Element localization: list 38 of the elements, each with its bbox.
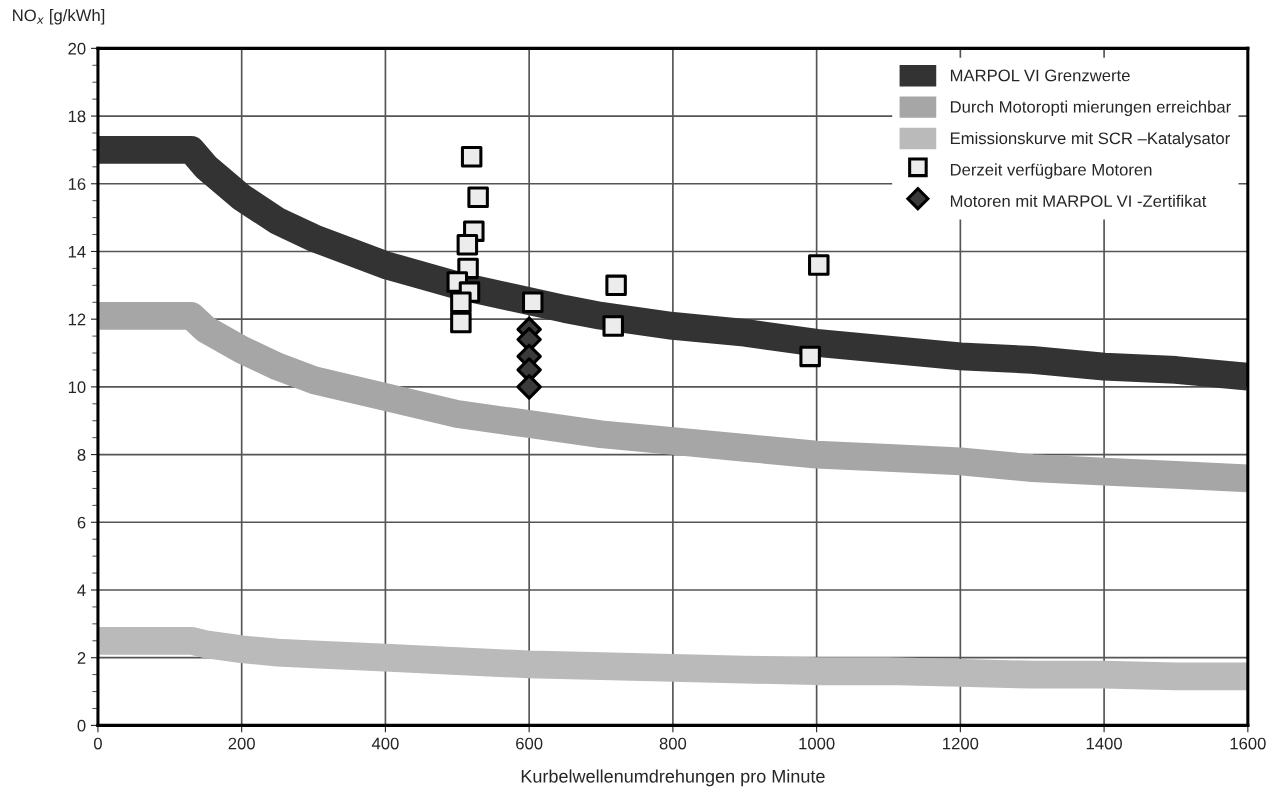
- legend-label: Emissionskurve mit SCR –Katalysator: [950, 131, 1230, 148]
- point: [456, 233, 479, 256]
- y-tick-label: 16: [68, 178, 86, 190]
- y-tick-label: 10: [68, 381, 86, 394]
- x-tick-label: 800: [659, 737, 687, 750]
- y-tick-label: 14: [68, 246, 86, 258]
- x-tick-label: 600: [516, 737, 543, 750]
- x-tick-label: 0: [93, 737, 102, 750]
- x-tick-label: 1000: [799, 737, 835, 750]
- legend-label: Derzeit verfügbare Motoren: [950, 163, 1152, 179]
- point: [516, 374, 542, 400]
- x-tick-label: 1200: [943, 737, 979, 750]
- legend-label: Motoren mit MARPOL VI -Zertifikat: [950, 194, 1207, 208]
- y-tick-label: 6: [77, 516, 86, 529]
- y-tick-label: 2: [77, 652, 86, 664]
- point: [808, 254, 830, 276]
- point: [450, 311, 472, 334]
- x-tick-label: 200: [228, 737, 255, 750]
- point: [602, 315, 624, 337]
- x-axis-title: Kurbelwellenumdrehungen pro Minute: [521, 769, 825, 787]
- point: [799, 345, 821, 368]
- x-tick-label: 1600: [1230, 737, 1266, 750]
- point: [605, 274, 627, 297]
- point: [467, 186, 489, 209]
- y-tick-label: 8: [77, 448, 86, 461]
- point: [460, 145, 483, 168]
- legend-label: Durch Motoropti mierungen erreichbar: [950, 100, 1231, 117]
- y-tick-label: 18: [68, 110, 86, 123]
- y-tick-label: 4: [77, 584, 86, 597]
- point: [521, 291, 544, 313]
- y-axis-title: NO$_{x}$ [g/kWh]: [13, 9, 105, 25]
- point: [450, 291, 472, 313]
- legend-label: MARPOL VI Grenzwerte: [950, 69, 1130, 82]
- y-tick-label: 20: [68, 42, 86, 55]
- x-tick-label: 400: [371, 737, 399, 750]
- y-tick-label: 0: [77, 719, 86, 732]
- y-tick-label: 12: [68, 313, 86, 326]
- x-tick-label: 1400: [1086, 737, 1122, 750]
